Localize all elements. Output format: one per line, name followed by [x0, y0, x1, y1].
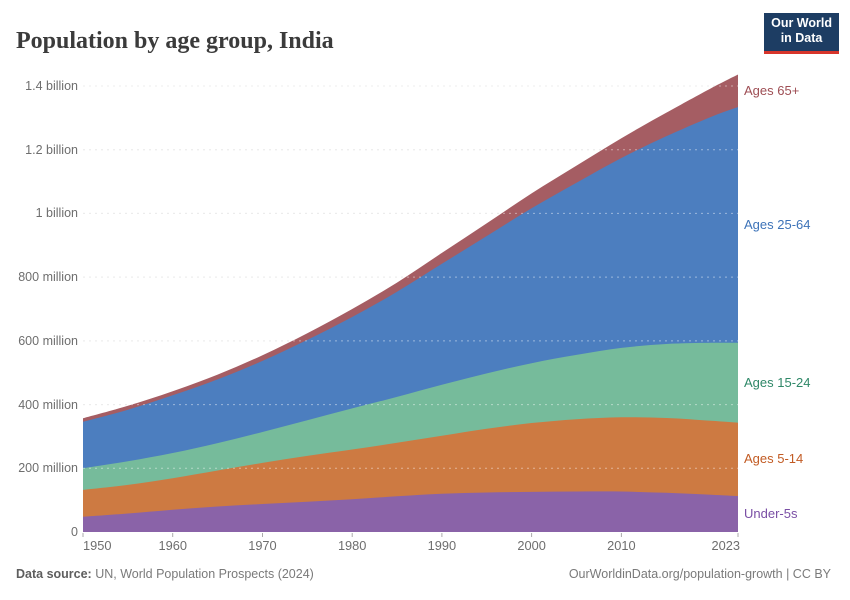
- data-source-text: UN, World Population Prospects (2024): [91, 567, 314, 581]
- y-axis-tick-label: 200 million: [18, 461, 78, 476]
- series-label-under-5s: Under-5s: [744, 506, 798, 521]
- x-axis-tick-label: 1960: [158, 538, 187, 553]
- data-source-note: Data source: UN, World Population Prospe…: [16, 567, 314, 581]
- y-axis-tick-label: 600 million: [18, 333, 78, 348]
- x-axis-tick-label: 2000: [517, 538, 546, 553]
- series-label-ages-5-14: Ages 5-14: [744, 451, 804, 467]
- owid-logo-line2: in Data: [780, 31, 823, 46]
- series-label-ages-15-24: Ages 15-24: [744, 374, 811, 390]
- y-axis-tick-label: 1.4 billion: [25, 79, 78, 93]
- x-axis-tick-label: 1990: [427, 538, 457, 553]
- owid-logo[interactable]: Our World in Data: [764, 13, 839, 54]
- y-axis-tick-label: 400 million: [18, 397, 78, 412]
- y-axis-tick-label: 1 billion: [35, 206, 78, 221]
- x-axis-tick-label: 1980: [337, 538, 367, 553]
- y-axis-tick-label: 800 million: [18, 270, 78, 285]
- page-title: Population by age group, India: [16, 28, 334, 55]
- owid-logo-line1: Our World: [771, 16, 832, 30]
- x-axis-tick-label: 2010: [607, 538, 636, 553]
- series-label-ages-65plus: Ages 65+: [744, 82, 800, 98]
- area-under-5s[interactable]: [83, 491, 738, 532]
- series-label-ages-25-64: Ages 25-64: [744, 216, 811, 232]
- x-axis-tick-label: 2023: [711, 538, 740, 553]
- y-axis-tick-label: 0: [71, 525, 78, 539]
- x-axis-tick-label: 1970: [248, 538, 277, 553]
- y-axis-tick-label: 1.2 billion: [25, 142, 78, 157]
- data-source-label: Data source:: [16, 567, 92, 581]
- x-axis-tick-label: 1950: [83, 538, 112, 553]
- attribution-link[interactable]: OurWorldinData.org/population-growth | C…: [568, 567, 831, 581]
